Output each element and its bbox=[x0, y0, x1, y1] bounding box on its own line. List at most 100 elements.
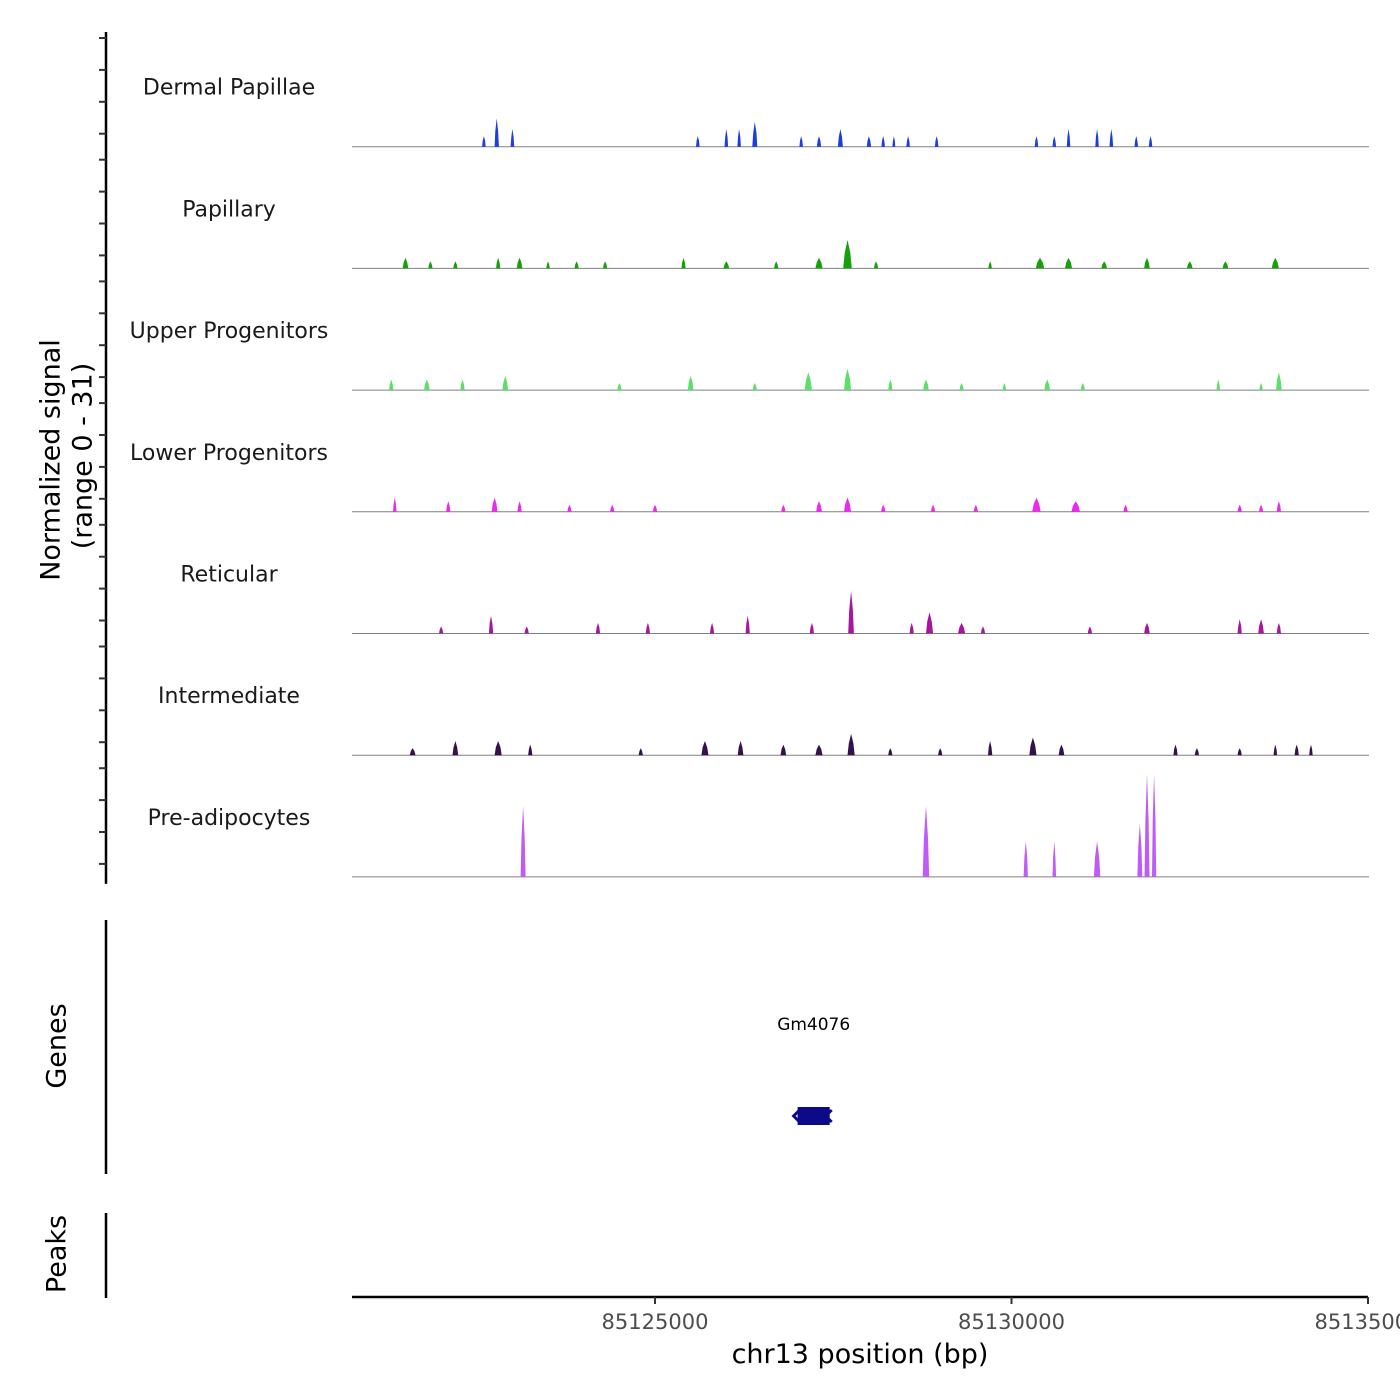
track-lower-progenitors: Lower Progenitors bbox=[130, 441, 1369, 513]
gene-label: Gm4076 bbox=[777, 1015, 850, 1035]
coverage-peak bbox=[780, 744, 787, 756]
coverage-peak bbox=[892, 136, 896, 147]
coverage-peak bbox=[873, 261, 879, 269]
coverage-peak bbox=[1095, 129, 1099, 147]
coverage-peak bbox=[494, 741, 502, 756]
signal-axis-label-line2: (range 0 - 31) bbox=[68, 363, 99, 550]
coverage-peak bbox=[645, 622, 650, 634]
coverage-peak bbox=[516, 257, 523, 269]
coverage-peak bbox=[1258, 619, 1264, 634]
coverage-peak bbox=[752, 121, 758, 147]
coverage-peak bbox=[799, 136, 803, 147]
genes-axis-label: Genes bbox=[42, 1003, 73, 1088]
coverage-peak bbox=[909, 622, 914, 634]
coverage-peak bbox=[393, 497, 397, 512]
coverage-peak bbox=[745, 615, 750, 634]
coverage-peak bbox=[567, 504, 572, 512]
coverage-peak bbox=[843, 240, 852, 269]
coverage-peak bbox=[958, 622, 966, 634]
coverage-peak bbox=[491, 497, 498, 512]
gene-gm4076[interactable]: Gm4076 bbox=[777, 1015, 850, 1125]
coverage-peak bbox=[1173, 744, 1178, 756]
coverage-peak bbox=[1186, 261, 1193, 269]
coverage-peak bbox=[494, 118, 499, 147]
coverage-peak bbox=[959, 383, 964, 391]
coverage-peak bbox=[881, 136, 885, 147]
coverage-peak bbox=[752, 383, 757, 391]
coverage-peak bbox=[809, 622, 814, 634]
track-label: Upper Progenitors bbox=[130, 319, 329, 344]
coverage-peak bbox=[1123, 504, 1128, 512]
coverage-peak bbox=[1093, 841, 1101, 877]
track-intermediate: Intermediate bbox=[158, 684, 1369, 756]
coverage-peak bbox=[446, 501, 451, 512]
coverage-peak bbox=[1137, 823, 1143, 877]
coverage-peak bbox=[1237, 504, 1242, 512]
coverage-peak bbox=[502, 375, 509, 391]
coverage-peak bbox=[888, 379, 893, 391]
coverage-peak bbox=[402, 257, 409, 269]
coverage-peak bbox=[1134, 136, 1139, 147]
coverage-peak bbox=[460, 379, 465, 391]
coverage-peak bbox=[1237, 619, 1242, 634]
coverage-peak bbox=[681, 257, 686, 269]
coverage-peak bbox=[1035, 257, 1045, 269]
coverage-peak bbox=[774, 261, 779, 269]
coverage-peak bbox=[1216, 379, 1221, 391]
coverage-peak bbox=[517, 501, 522, 512]
coverage-peak bbox=[1032, 497, 1041, 512]
track-label: Dermal Papillae bbox=[143, 76, 315, 101]
coverage-peak bbox=[1023, 841, 1028, 877]
track-label: Pre-adipocytes bbox=[148, 806, 311, 831]
coverage-peak bbox=[1087, 626, 1093, 634]
coverage-peak bbox=[603, 261, 608, 269]
coverage-peak bbox=[816, 136, 822, 147]
coverage-peak bbox=[844, 497, 852, 512]
coverage-peak bbox=[687, 375, 694, 391]
coverage-peak bbox=[922, 805, 930, 877]
coverage-peak bbox=[844, 368, 852, 391]
coverage-peak bbox=[1152, 774, 1157, 877]
coverage-peak bbox=[923, 379, 929, 391]
coverage-peak bbox=[510, 129, 515, 147]
coverage-peak bbox=[737, 741, 744, 756]
coverage-peak bbox=[1034, 136, 1039, 147]
coverage-peak bbox=[1058, 744, 1065, 756]
coverage-peak bbox=[652, 504, 658, 512]
coverage-peak bbox=[546, 261, 550, 269]
track-label: Papillary bbox=[182, 197, 276, 222]
coverage-peak bbox=[428, 261, 433, 269]
track-reticular: Reticular bbox=[180, 563, 1369, 634]
coverage-peak bbox=[638, 748, 643, 756]
coverage-peak bbox=[938, 748, 943, 756]
coverage-peak bbox=[1237, 748, 1242, 756]
track-label: Intermediate bbox=[158, 684, 300, 709]
coverage-peak bbox=[1109, 129, 1114, 147]
coverage-peak bbox=[1052, 841, 1057, 877]
coverage-peak bbox=[1271, 257, 1279, 269]
track-pre-adipocytes: Pre-adipocytes bbox=[148, 774, 1369, 878]
track-upper-progenitors: Upper Progenitors bbox=[130, 319, 1369, 391]
coverage-peak bbox=[980, 626, 986, 634]
coverage-peak bbox=[988, 261, 992, 269]
coverage-peak bbox=[815, 257, 823, 269]
track-papillary: Papillary bbox=[182, 197, 1369, 269]
coverage-peak bbox=[1276, 501, 1281, 512]
coverage-peak bbox=[1148, 136, 1153, 147]
coverage-peak bbox=[1144, 774, 1150, 877]
coverage-peak bbox=[524, 626, 529, 634]
coverage-peak bbox=[781, 504, 786, 512]
coverage-peak bbox=[1144, 622, 1150, 634]
coverage-peak bbox=[1276, 372, 1282, 391]
coverage-peak bbox=[528, 744, 533, 756]
coverage-peak bbox=[1101, 261, 1107, 269]
coverage-peak bbox=[737, 129, 741, 147]
gene-exon bbox=[797, 1107, 830, 1125]
coverage-peak bbox=[724, 129, 729, 147]
coverage-peak bbox=[837, 129, 843, 147]
coverage-peak bbox=[424, 379, 430, 391]
x-axis-title: chr13 position (bp) bbox=[732, 1339, 989, 1370]
coverage-peak bbox=[1194, 748, 1199, 756]
coverage-peak bbox=[930, 504, 936, 512]
coverage-peak bbox=[1144, 257, 1150, 269]
